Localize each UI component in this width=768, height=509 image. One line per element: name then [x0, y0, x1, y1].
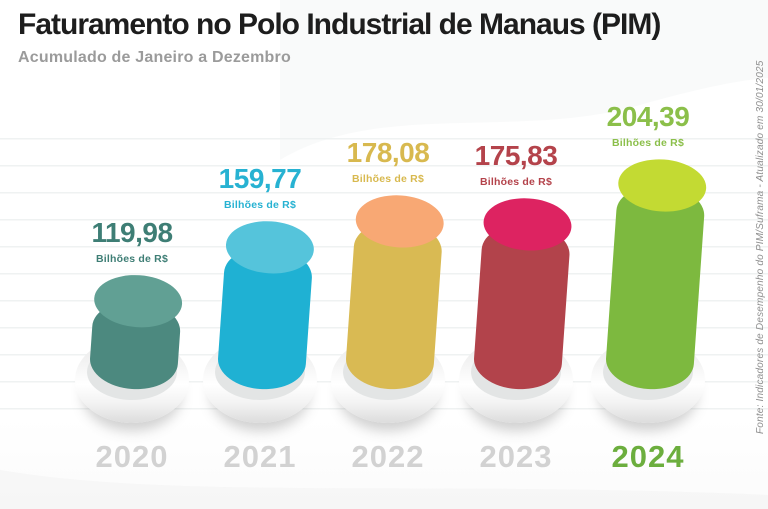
- bar-group-2020: 119,98 Bilhões de R$ 2020: [66, 217, 198, 475]
- bar-value-label: 159,77: [218, 163, 302, 195]
- bar-cylinder: [344, 192, 446, 393]
- bar-cylinder: [88, 272, 184, 393]
- bar-unit-label: Bilhões de R$: [223, 199, 297, 211]
- bar-cylinder-cap: [481, 195, 574, 254]
- chart-header: Faturamento no Polo Industrial de Manaus…: [18, 8, 661, 67]
- bar-cylinder-cap: [354, 192, 446, 251]
- bar-group-2021: 159,77 Bilhões de R$ 2021: [194, 163, 326, 475]
- axis-label-year: 2024: [611, 439, 685, 474]
- source-note: Fonte: Indicadores de Desempenho do PIM/…: [755, 60, 766, 434]
- axis-label-year: 2023: [479, 439, 553, 474]
- axis-label-year: 2022: [351, 439, 425, 474]
- bar-group-2024: 204,39 Bilhões de R$ 2024: [582, 101, 714, 475]
- bar-unit-label: Bilhões de R$: [611, 137, 685, 149]
- bar-value-label: 175,83: [474, 140, 558, 172]
- bar-value-label: 204,39: [606, 101, 690, 133]
- bar-cylinder-cap: [224, 218, 316, 277]
- bar-group-2023: 175,83 Bilhões de R$ 2023: [450, 140, 582, 475]
- bar-cylinder: [216, 218, 316, 393]
- bar-cylinder-cap: [92, 272, 184, 331]
- bar-group-2022: 178,08 Bilhões de R$ 2022: [322, 137, 454, 475]
- page-title: Faturamento no Polo Industrial de Manaus…: [18, 8, 661, 41]
- axis-label-year: 2020: [95, 439, 169, 474]
- axis-label-year: 2021: [223, 439, 297, 474]
- bar-cylinder-cap: [616, 156, 708, 215]
- bar-unit-label: Bilhões de R$: [95, 253, 169, 265]
- bar-cylinder: [472, 195, 574, 393]
- bar-unit-label: Bilhões de R$: [351, 173, 425, 185]
- page-subtitle: Acumulado de Janeiro a Dezembro: [18, 48, 291, 66]
- bar-unit-label: Bilhões de R$: [479, 176, 553, 188]
- bar-cylinder: [604, 156, 708, 393]
- bar-value-label: 119,98: [91, 217, 173, 249]
- bar-value-label: 178,08: [346, 137, 430, 169]
